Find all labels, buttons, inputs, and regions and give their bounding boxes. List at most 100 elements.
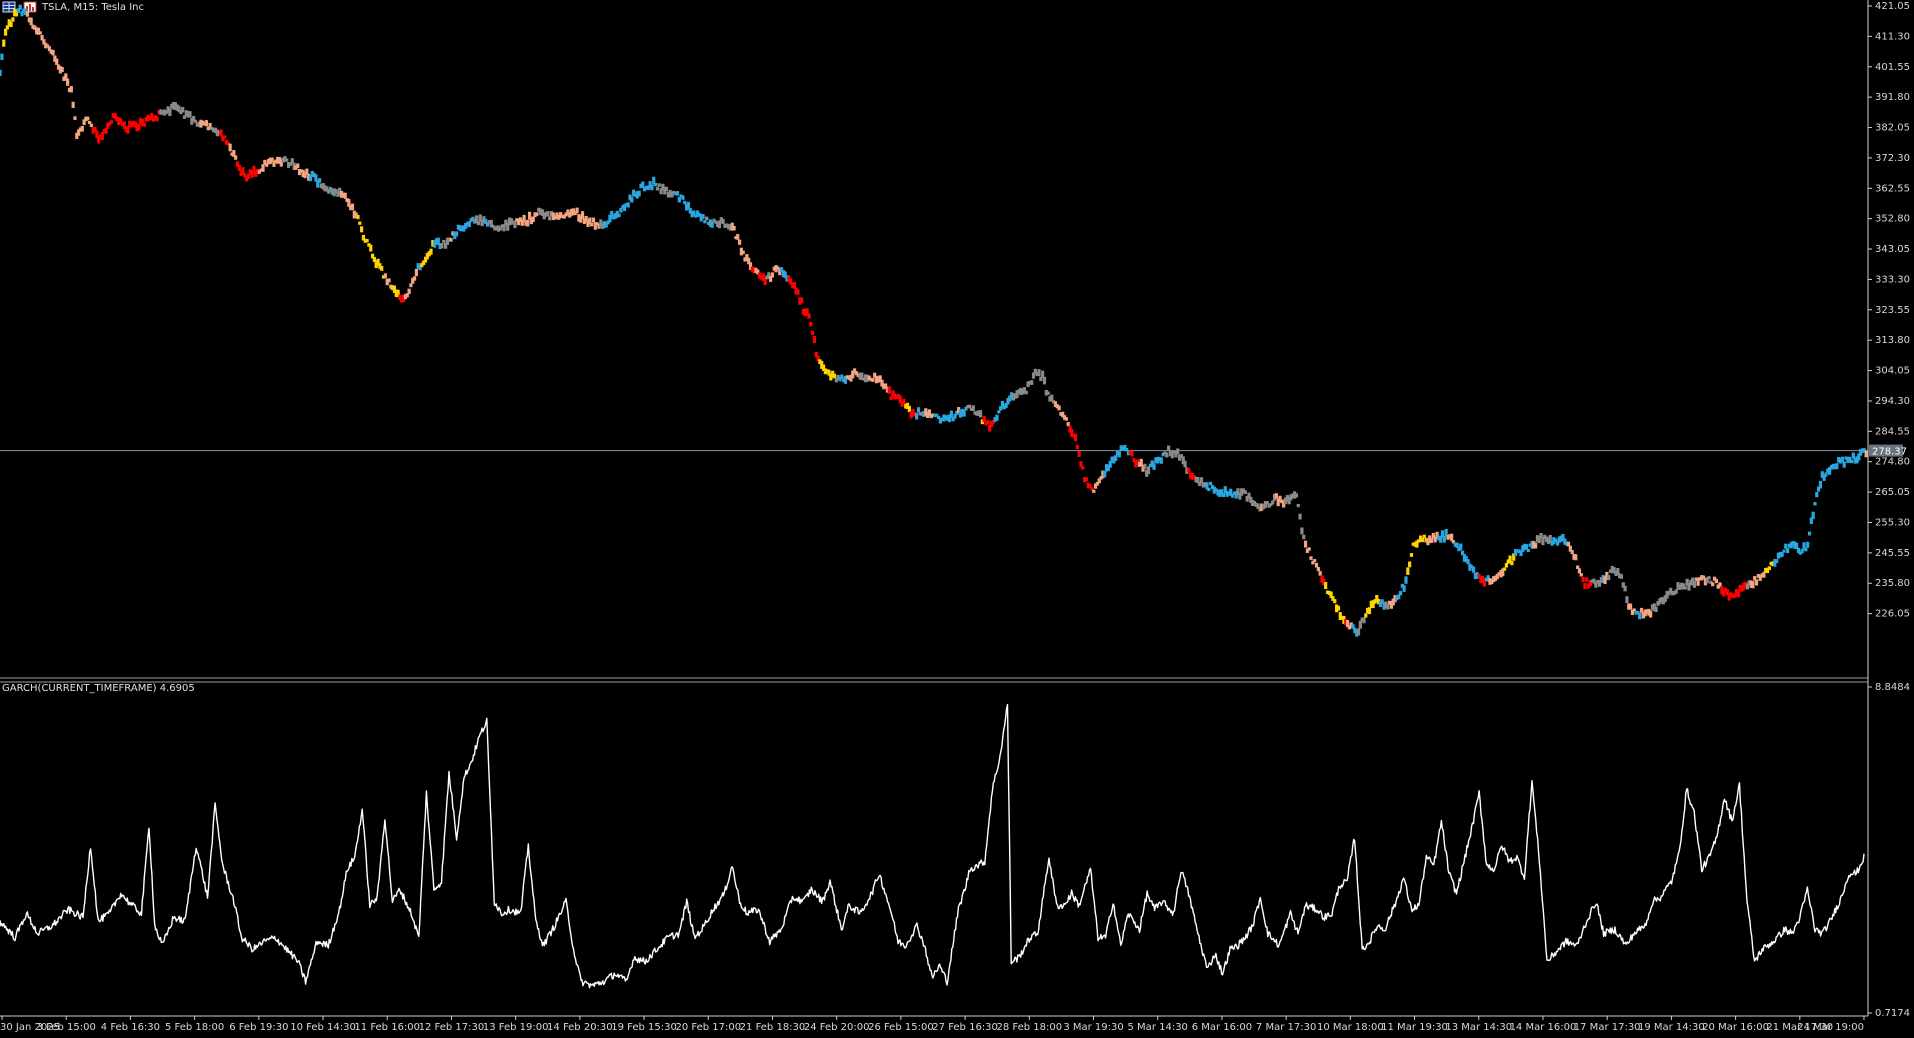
price-bar bbox=[1344, 618, 1348, 626]
indicator-axis[interactable]: 8.8484 0.7174 bbox=[1868, 682, 1910, 1019]
price-tick-label: 401.55 bbox=[1875, 62, 1910, 73]
price-bar bbox=[1464, 556, 1468, 563]
price-bar bbox=[139, 117, 143, 125]
price-bar bbox=[750, 266, 754, 272]
price-bar bbox=[1104, 464, 1109, 472]
price-bar bbox=[1822, 474, 1826, 481]
price-bar bbox=[842, 377, 846, 383]
price-bar bbox=[1798, 551, 1802, 555]
price-bar bbox=[412, 276, 417, 281]
price-bar bbox=[217, 131, 221, 135]
price-bar bbox=[663, 186, 667, 195]
price-bar bbox=[73, 116, 77, 120]
price-axis[interactable]: 421.05 411.30 401.55 391.80 382.05 372.30 362.… bbox=[1868, 1, 1910, 620]
price-bar bbox=[1831, 463, 1835, 469]
price-bar bbox=[192, 116, 196, 122]
price-bar bbox=[1068, 425, 1072, 433]
price-bar bbox=[1214, 488, 1218, 492]
price-bar bbox=[464, 223, 468, 229]
price-bar bbox=[184, 110, 188, 117]
price-bar bbox=[913, 411, 917, 417]
price-bar bbox=[1643, 609, 1647, 617]
price-bar bbox=[489, 219, 493, 228]
price-bar bbox=[292, 162, 296, 171]
price-bar bbox=[458, 225, 462, 231]
price-bar bbox=[1033, 368, 1037, 375]
price-bar bbox=[712, 218, 716, 222]
price-bar bbox=[456, 224, 460, 230]
price-bar bbox=[411, 277, 415, 284]
price-bar bbox=[573, 211, 577, 216]
price-bar bbox=[1691, 577, 1695, 586]
price-bar bbox=[1075, 444, 1079, 450]
price-bar bbox=[599, 219, 603, 228]
price-bar bbox=[312, 172, 316, 178]
price-bar bbox=[1776, 552, 1781, 559]
price-bar bbox=[1219, 489, 1224, 496]
price-bar bbox=[24, 8, 28, 16]
price-bar bbox=[540, 209, 544, 216]
price-bar bbox=[1157, 456, 1162, 462]
price-bar bbox=[524, 220, 528, 226]
price-bar bbox=[0, 69, 2, 77]
price-bar bbox=[1145, 469, 1149, 477]
price-bar bbox=[643, 186, 647, 192]
price-bar bbox=[128, 120, 132, 128]
price-bar bbox=[1619, 574, 1624, 579]
price-bar bbox=[299, 169, 303, 173]
price-bar bbox=[303, 172, 307, 179]
price-bar bbox=[792, 282, 796, 289]
price-bar bbox=[1272, 493, 1277, 501]
price-bar bbox=[111, 113, 115, 118]
price-bar bbox=[863, 374, 868, 383]
price-bar bbox=[201, 120, 205, 126]
price-bar bbox=[936, 415, 941, 420]
price-bar bbox=[1459, 543, 1463, 550]
price-bar bbox=[1400, 583, 1404, 588]
chart-icon[interactable] bbox=[23, 1, 37, 13]
price-bar bbox=[1548, 535, 1552, 544]
price-bar bbox=[1283, 497, 1288, 505]
price-bar bbox=[244, 176, 249, 182]
price-bar bbox=[971, 405, 975, 412]
price-bar bbox=[1616, 568, 1620, 576]
price-bar bbox=[1234, 491, 1238, 499]
price-bar bbox=[794, 287, 798, 295]
price-bar bbox=[1477, 573, 1481, 578]
price-bar bbox=[1594, 582, 1598, 588]
price-bar bbox=[1086, 482, 1090, 489]
price-bar bbox=[865, 374, 869, 382]
price-bar bbox=[438, 243, 442, 250]
price-bar bbox=[655, 186, 659, 191]
price-bar bbox=[91, 126, 95, 134]
price-bar bbox=[1011, 393, 1016, 401]
price-bar bbox=[1017, 389, 1021, 394]
price-bar bbox=[420, 262, 424, 268]
price-bar bbox=[95, 130, 99, 138]
price-tick-label: 382.05 bbox=[1875, 123, 1910, 134]
price-bar bbox=[1391, 598, 1395, 606]
price-bar bbox=[610, 210, 614, 219]
price-bar bbox=[467, 221, 471, 228]
price-bar bbox=[1767, 566, 1771, 571]
price-bar bbox=[765, 275, 769, 280]
grid-icon[interactable] bbox=[2, 1, 16, 13]
price-bar bbox=[120, 122, 125, 127]
price-bar bbox=[604, 222, 608, 228]
price-bar bbox=[1019, 387, 1023, 396]
price-bar bbox=[228, 143, 232, 152]
price-bar bbox=[1422, 534, 1426, 538]
price-bar bbox=[1433, 536, 1437, 543]
price-tick-label: 265.05 bbox=[1875, 487, 1910, 498]
price-bar bbox=[1440, 530, 1445, 538]
price-bar bbox=[1254, 502, 1258, 507]
price-bar bbox=[1227, 491, 1231, 496]
price-bar bbox=[896, 393, 901, 400]
price-bar bbox=[849, 374, 853, 382]
price-tick-label: 343.05 bbox=[1875, 244, 1910, 255]
price-bar bbox=[938, 417, 943, 424]
price-bar bbox=[686, 201, 691, 210]
price-bar bbox=[1764, 567, 1768, 573]
